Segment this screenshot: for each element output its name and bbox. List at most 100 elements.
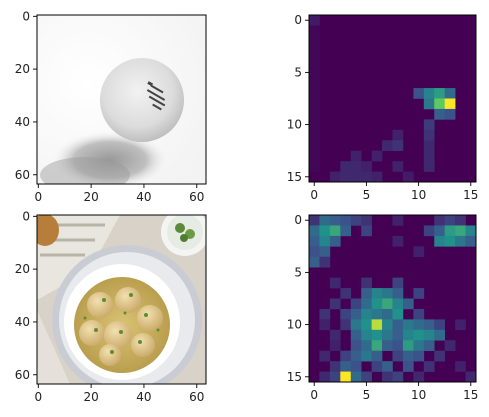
heatmap-cell bbox=[361, 288, 372, 299]
heatmap-cell bbox=[319, 235, 331, 247]
x-tick-label: 0 bbox=[310, 388, 318, 402]
heatmap-cell bbox=[361, 225, 372, 237]
heatmap-cell bbox=[319, 246, 331, 258]
heatmap-cell bbox=[392, 298, 404, 310]
heatmap-cell bbox=[434, 235, 445, 247]
heatmap-cell bbox=[329, 171, 341, 183]
heatmap-cell bbox=[309, 235, 320, 247]
heatmap-cell bbox=[382, 371, 393, 383]
heatmap-cell bbox=[423, 88, 435, 99]
heatmap-cell bbox=[361, 308, 372, 320]
y-tick-label: 0 bbox=[22, 209, 30, 223]
heatmap-cell bbox=[402, 350, 414, 362]
heatmap-cell bbox=[444, 340, 456, 351]
heatmap-cell bbox=[309, 140, 320, 151]
heatmap-cell bbox=[340, 319, 352, 331]
heatmap-cell bbox=[402, 340, 414, 351]
x-tick-label: 0 bbox=[35, 190, 43, 204]
heatmap-cell bbox=[434, 98, 445, 110]
panel-ball-image: 0 20 40 60 0 20 40 60 bbox=[15, 9, 207, 204]
heatmap-cell bbox=[319, 256, 331, 268]
heatmap-cell bbox=[434, 88, 445, 99]
x-tick-label: 60 bbox=[189, 390, 204, 404]
heatmap-cell bbox=[371, 298, 383, 310]
heatmap-cell bbox=[423, 150, 435, 162]
y-tick-label: 0 bbox=[22, 9, 30, 23]
heatmap-cell bbox=[413, 319, 425, 331]
heatmap-cell bbox=[392, 277, 404, 289]
heatmap-cell bbox=[413, 88, 425, 99]
heatmap-cell bbox=[444, 215, 456, 226]
heatmap-cell bbox=[340, 171, 352, 183]
heatmap-cell bbox=[371, 319, 383, 331]
heatmap-bottom bbox=[309, 215, 477, 383]
heatmap-cell bbox=[361, 277, 372, 289]
heatmap-cell bbox=[361, 215, 372, 226]
heatmap-cell bbox=[423, 140, 435, 151]
heatmap-cell bbox=[309, 67, 320, 78]
x-tick-label: 5 bbox=[363, 188, 371, 202]
heatmap-cell bbox=[423, 319, 435, 331]
heatmap-cell bbox=[434, 329, 445, 341]
heatmap-cell bbox=[382, 361, 393, 372]
heatmap-cell bbox=[371, 350, 383, 362]
heatmap-cell bbox=[402, 319, 414, 331]
heatmap-cell bbox=[413, 340, 425, 351]
heatmap-cell bbox=[382, 288, 393, 299]
heatmap-cell bbox=[329, 329, 341, 341]
heatmap-cell bbox=[329, 340, 341, 351]
heatmap-cell bbox=[361, 161, 372, 172]
heatmap-cell bbox=[350, 161, 362, 172]
y-tick-label: 40 bbox=[15, 115, 30, 129]
heatmap-cell bbox=[423, 225, 435, 237]
heatmap-cell bbox=[382, 329, 393, 341]
heatmap-cell bbox=[350, 171, 362, 183]
heatmap-cell bbox=[423, 340, 435, 351]
heatmap-cell bbox=[444, 98, 456, 110]
y-tick-label: 5 bbox=[294, 65, 302, 79]
heatmap-cell bbox=[361, 329, 372, 341]
heatmap-cell bbox=[455, 361, 466, 372]
heatmap-cell bbox=[392, 319, 404, 331]
heatmap-cell bbox=[371, 329, 383, 341]
heatmap-cell bbox=[455, 215, 466, 226]
y-tick-label: 60 bbox=[15, 368, 30, 382]
y-tick-label: 0 bbox=[294, 213, 302, 227]
y-tick-label: 40 bbox=[15, 315, 30, 329]
heatmap-cell bbox=[340, 350, 352, 362]
heatmap-cell bbox=[444, 108, 456, 120]
heatmap-cell bbox=[329, 235, 341, 247]
heatmap-cell bbox=[361, 298, 372, 310]
heatmap-cell bbox=[350, 371, 362, 383]
heatmap-cell bbox=[444, 88, 456, 99]
heatmap-cell bbox=[309, 108, 320, 120]
heatmap-cell bbox=[382, 298, 393, 310]
panel-heatmap-bottom: 0 5 10 15 0 5 10 15 bbox=[287, 213, 479, 402]
heatmap-cell bbox=[350, 329, 362, 341]
heatmap-cell bbox=[309, 256, 320, 268]
heatmap-cell bbox=[340, 215, 352, 226]
heatmap-cell bbox=[423, 361, 435, 372]
heatmap-cell bbox=[340, 225, 352, 237]
heatmap-cell bbox=[309, 35, 320, 47]
heatmap-cell bbox=[329, 277, 341, 289]
heatmap-cell bbox=[392, 288, 404, 299]
heatmap-cell bbox=[340, 288, 352, 299]
y-tick-label: 10 bbox=[287, 318, 302, 332]
heatmap-cell bbox=[413, 350, 425, 362]
heatmap-cell bbox=[465, 225, 477, 237]
heatmap-cell bbox=[371, 340, 383, 351]
heatmap-cell bbox=[329, 298, 341, 310]
heatmap-cell bbox=[309, 225, 320, 237]
heatmap-cell bbox=[392, 129, 404, 141]
ball-logo-mark bbox=[146, 81, 166, 111]
heatmap-cell bbox=[392, 161, 404, 172]
heatmap-cell bbox=[371, 361, 383, 372]
heatmap-cell bbox=[423, 161, 435, 172]
heatmap-cell bbox=[309, 98, 320, 110]
heatmap-cell bbox=[455, 319, 466, 331]
heatmap-cell bbox=[319, 319, 331, 331]
heatmap-cell bbox=[392, 235, 404, 247]
heatmap-cell bbox=[392, 340, 404, 351]
